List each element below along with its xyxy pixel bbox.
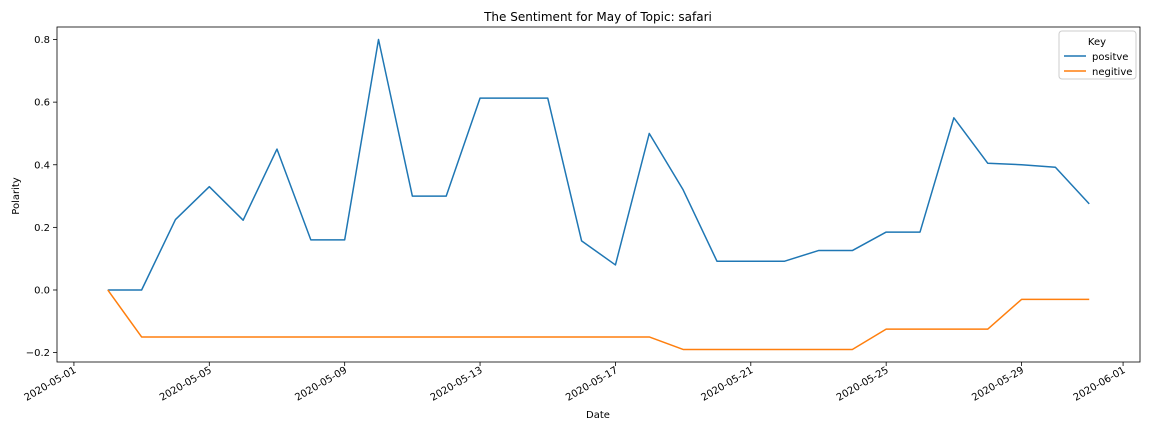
y-tick-label: 0.4 [34, 160, 50, 171]
chart-title: The Sentiment for May of Topic: safari [483, 10, 712, 24]
y-tick-label: 0.6 [34, 98, 50, 109]
series-line-negitive [107, 289, 1090, 351]
legend-label-positve: positve [1092, 52, 1128, 63]
x-axis-label: Date [586, 410, 610, 421]
x-tick-label: 2020-05-17 [564, 365, 620, 404]
x-tick-label: 2020-05-05 [158, 365, 214, 404]
series-layer [107, 38, 1090, 351]
y-tick-label: 0.8 [34, 35, 50, 46]
x-tick-label: 2020-05-01 [23, 365, 79, 404]
legend: Key positve negitive [1058, 30, 1137, 80]
x-tick-label: 2020-05-21 [699, 365, 755, 404]
x-tick-label: 2020-05-25 [835, 365, 891, 404]
y-axis-ticks: −0.2 0.0 0.2 0.4 0.6 0.8 [26, 35, 57, 359]
x-tick-label: 2020-06-01 [1072, 365, 1128, 404]
x-axis-ticks: 2020-05-01 2020-05-05 2020-05-09 2020-05-13… [23, 362, 1128, 404]
y-tick-label: 0.2 [34, 223, 50, 234]
legend-title: Key [1088, 37, 1106, 48]
x-tick-label: 2020-05-29 [970, 365, 1026, 404]
plot-area [56, 26, 1141, 363]
y-tick-label: 0.0 [34, 285, 50, 296]
series-line-positve [107, 38, 1090, 291]
y-tick-label: −0.2 [26, 348, 50, 359]
x-tick-label: 2020-05-09 [293, 365, 349, 404]
x-tick-label: 2020-05-13 [429, 365, 485, 404]
legend-box [1058, 30, 1137, 80]
legend-label-negitive: negitive [1092, 67, 1132, 78]
y-axis-label: Polarity [11, 177, 22, 215]
